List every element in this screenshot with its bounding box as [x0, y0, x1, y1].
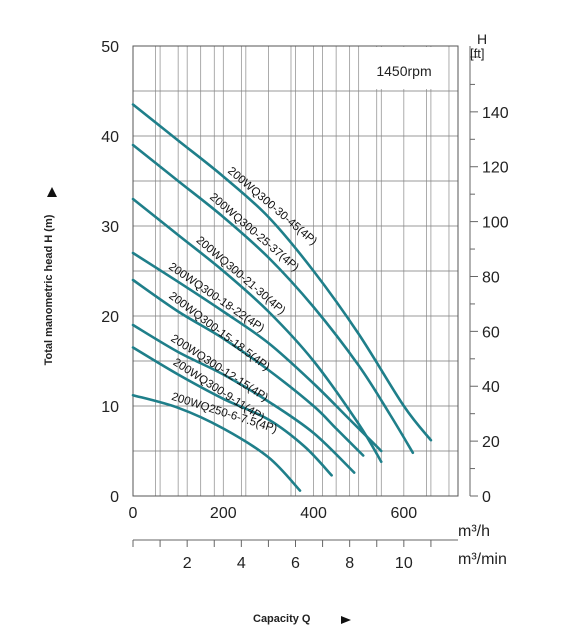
- speed-label: 1450rpm: [376, 63, 431, 79]
- y-tick-label: 20: [101, 309, 119, 326]
- plot-frame: [132, 45, 459, 497]
- x2-tick-label: 10: [395, 555, 413, 572]
- y2-axis-unit: [ft]: [470, 46, 484, 61]
- pump-curve: [131, 143, 415, 455]
- x-axis-title: Capacity Q: [253, 613, 311, 625]
- y2-tick-label: 0: [482, 489, 491, 506]
- y2-axis-title: H: [477, 31, 487, 47]
- x-unit-label: m³/h: [458, 523, 490, 540]
- x2-unit-label: m³/min: [458, 551, 507, 568]
- y-tick-label: 30: [101, 219, 119, 236]
- y-tick-label: 10: [101, 399, 119, 416]
- x2-tick-label: 4: [237, 555, 246, 572]
- y-tick-label: 0: [110, 489, 119, 506]
- y-axis-arrow-icon: [47, 187, 57, 197]
- y2-tick-label: 140: [482, 105, 509, 122]
- y2-tick-label: 60: [482, 324, 500, 341]
- x-tick-label: 600: [390, 505, 417, 522]
- pump-curves: [131, 103, 433, 492]
- speed-label-box: [361, 47, 447, 89]
- pump-curve: [131, 323, 356, 474]
- y2-tick-label: 100: [482, 215, 509, 232]
- y-axis-title: Total manometric head H (m): [43, 214, 55, 365]
- pump-curve: [131, 393, 302, 492]
- x2-tick-label: 2: [183, 555, 192, 572]
- pump-curve: [131, 346, 333, 477]
- y2-tick-label: 20: [482, 434, 500, 451]
- pump-curve: [131, 278, 365, 457]
- y-tick-label: 50: [101, 39, 119, 56]
- pump-curve: [131, 197, 383, 464]
- y2-tick-label: 40: [482, 379, 500, 396]
- y-tick-label: 40: [101, 129, 119, 146]
- axes: 0 10 20 30 40 50 0 20 40 60 80 100 120 140 0 200 400 600 2…: [101, 39, 509, 572]
- y2-tick-label: 120: [482, 160, 509, 177]
- x-tick-label: 0: [129, 505, 138, 522]
- x-axis-arrow-icon: [341, 616, 351, 624]
- curve-label: 200WQ300-30-45(4P): [225, 165, 319, 248]
- x2-tick-label: 8: [345, 555, 354, 572]
- pump-curve: [131, 103, 433, 442]
- x-tick-label: 200: [210, 505, 237, 522]
- curve-labels: 200WQ300-30-45(4P)200WQ300-25-37(4P)200W…: [166, 165, 319, 436]
- y2-tick-label: 80: [482, 269, 500, 286]
- pump-curve: [131, 251, 383, 453]
- x2-tick-label: 6: [291, 555, 300, 572]
- x-tick-label: 400: [300, 505, 327, 522]
